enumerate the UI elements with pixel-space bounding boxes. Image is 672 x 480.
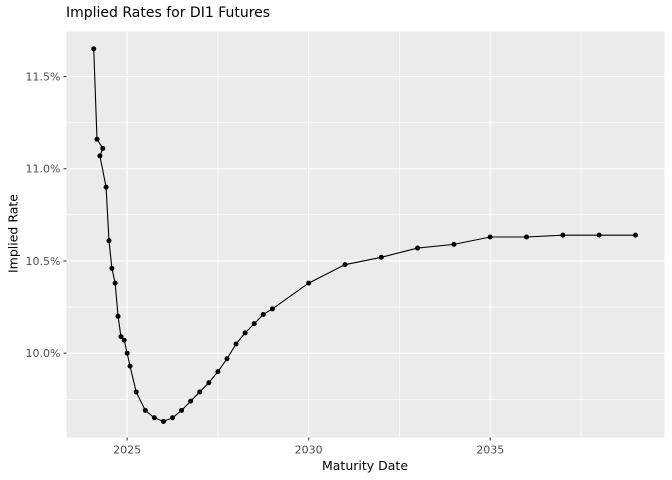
data-point <box>133 389 139 395</box>
y-axis-title: Implied Rate <box>5 194 21 274</box>
data-point <box>170 415 176 421</box>
data-point <box>306 280 312 286</box>
data-point <box>103 184 109 190</box>
x-tick-label: 2030 <box>295 444 323 457</box>
data-point <box>142 407 148 413</box>
data-point <box>242 330 248 336</box>
y-tick-label: 10.5% <box>26 255 61 268</box>
data-point <box>596 232 602 238</box>
x-tick-label: 2025 <box>113 444 141 457</box>
data-point <box>260 311 266 317</box>
data-point <box>197 389 203 395</box>
data-point <box>151 415 157 421</box>
data-point <box>251 321 257 327</box>
chart-title: Implied Rates for DI1 Futures <box>66 5 271 21</box>
data-point <box>179 407 185 413</box>
data-point <box>269 306 275 312</box>
panel-background <box>66 31 665 438</box>
data-point <box>112 280 118 286</box>
data-point <box>215 369 221 375</box>
data-point <box>109 265 115 271</box>
data-point <box>224 356 230 362</box>
data-point <box>115 313 121 319</box>
data-point <box>632 232 638 238</box>
data-point <box>415 245 421 251</box>
y-tick-label: 11.5% <box>26 70 61 83</box>
data-point <box>342 262 348 268</box>
data-point <box>378 254 384 260</box>
x-tick-label: 2035 <box>476 444 504 457</box>
data-point <box>206 380 212 386</box>
data-point <box>121 337 127 343</box>
data-point <box>160 418 166 424</box>
data-point <box>233 341 239 347</box>
data-point <box>188 398 194 404</box>
data-point <box>97 153 103 159</box>
data-point <box>94 136 100 142</box>
data-point <box>124 350 130 356</box>
data-point <box>127 363 133 369</box>
data-point <box>487 234 493 240</box>
data-point <box>451 241 457 247</box>
y-tick-label: 11.0% <box>26 163 61 176</box>
data-point <box>118 334 124 340</box>
data-point <box>560 232 566 238</box>
x-axis-title: Maturity Date <box>321 458 409 473</box>
data-point <box>106 238 112 244</box>
y-tick-label: 10.0% <box>26 347 61 360</box>
data-point <box>100 145 106 151</box>
data-point <box>524 234 530 240</box>
data-point <box>91 46 97 52</box>
